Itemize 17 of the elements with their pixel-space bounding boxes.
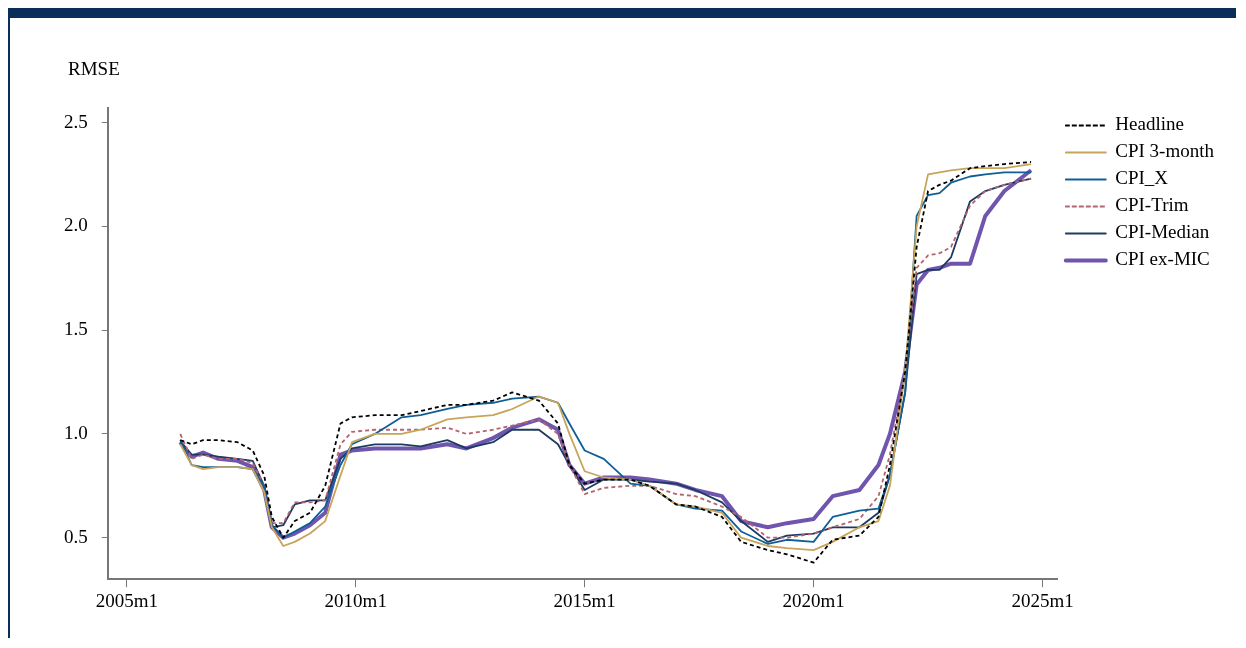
y-tick-label: 2.5 — [64, 110, 88, 132]
x-tick-label: 2005m1 — [95, 589, 158, 611]
legend-label: CPI 3-month — [1115, 140, 1215, 162]
legend-label: Headline — [1115, 113, 1184, 135]
legend-label: CPI-Trim — [1115, 194, 1189, 216]
y-tick-label: 1.5 — [64, 318, 88, 340]
legend-label: CPI ex-MIC — [1115, 248, 1210, 270]
x-tick-label: 2020m1 — [782, 589, 845, 611]
y-tick-label: 0.5 — [64, 525, 88, 547]
legend-label: CPI_X — [1115, 167, 1169, 189]
x-tick-label: 2010m1 — [324, 589, 387, 611]
y-axis-title: RMSE — [68, 58, 120, 80]
x-tick-label: 2015m1 — [553, 589, 616, 611]
legend-label: CPI-Median — [1115, 221, 1210, 243]
y-tick-label: 2.0 — [64, 214, 88, 236]
x-tick-label: 2025m1 — [1011, 589, 1074, 611]
y-tick-label: 1.0 — [64, 421, 88, 443]
